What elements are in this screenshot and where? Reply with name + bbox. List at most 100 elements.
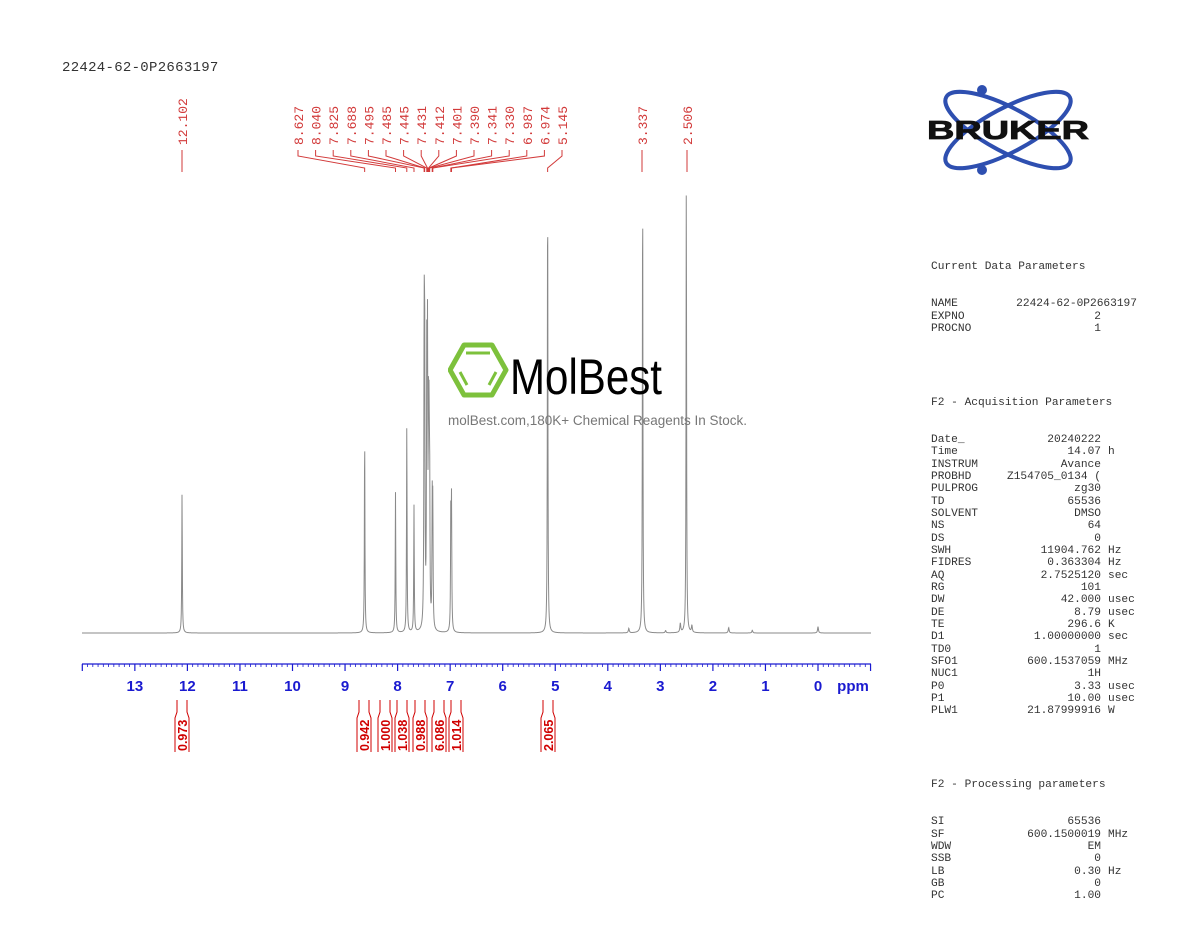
param-key: SSB [931, 853, 952, 866]
param-unit [1101, 668, 1108, 680]
axis-tick-label: 8 [393, 678, 401, 695]
param-row-nuc1: NUC1 1H [931, 668, 1144, 680]
spectrum-trace [82, 195, 871, 634]
param-unit: h [1108, 446, 1115, 459]
peak-label: 8.627 [292, 106, 307, 145]
param-key: TD0 [931, 643, 952, 656]
param-row-procno: PROCNO 1 [931, 323, 1144, 335]
peak-label: 7.431 [415, 106, 430, 145]
svg-text:7.330: 7.330 [503, 106, 518, 145]
param-key: NS [931, 520, 945, 533]
svg-text:7.485: 7.485 [380, 106, 395, 145]
param-unit [1101, 520, 1108, 532]
param-row-pc: PC 1.00 [931, 890, 1144, 902]
param-unit: Hz [1108, 557, 1122, 570]
svg-text:5.145: 5.145 [556, 106, 571, 145]
param-row-pulprog: PULPROG zg30 [931, 483, 1144, 495]
param-key: TD [931, 495, 945, 508]
param-key: D1 [931, 631, 945, 644]
param-value: 1.00 [1074, 890, 1101, 903]
peak-label: 7.825 [327, 106, 342, 145]
acquisition-parameters: F2 - Acquisition Parameters Date_ 2024022… [931, 372, 1144, 718]
param-key: PROBHD [931, 470, 972, 483]
svg-text:12.102: 12.102 [176, 98, 191, 145]
param-value: 1 [1094, 323, 1101, 336]
param-row-probhd: PROBHD Z154705_0134 ( [931, 471, 1144, 483]
param-row-plw1: PLW1 21.87999916 W [931, 705, 1144, 717]
svg-text:7.390: 7.390 [468, 106, 483, 145]
svg-text:0.942: 0.942 [358, 720, 372, 751]
molbest-watermark: MolBest [447, 340, 748, 409]
svg-text:3.337: 3.337 [636, 106, 651, 145]
param-unit [1101, 471, 1108, 483]
param-unit [1101, 483, 1108, 495]
param-unit [1101, 644, 1108, 656]
peak-label: 5.145 [556, 106, 571, 145]
param-value: 1.00000000 [1033, 631, 1101, 644]
param-value: 2.7525120 [1040, 569, 1101, 582]
param-unit: sec [1108, 631, 1129, 644]
axis-tick-label: 0 [814, 678, 822, 695]
param-value: Z154705_0134 ( [1007, 470, 1101, 483]
param-row-p1: P1 10.00 usec [931, 693, 1144, 705]
integral-label: 1.038 [394, 700, 410, 752]
axis-tick-label: 1 [761, 678, 769, 695]
svg-text:2.506: 2.506 [681, 106, 696, 145]
param-row-fidres: FIDRES 0.363304 Hz [931, 557, 1144, 569]
benzene-ring-icon [447, 342, 509, 398]
param-key: LB [931, 865, 945, 878]
param-unit: usec [1108, 594, 1135, 607]
peak-label: 7.330 [503, 106, 518, 145]
peak-label: 6.987 [521, 106, 536, 145]
param-row-wdw: WDW EM [931, 841, 1144, 853]
peak-label: 7.401 [450, 106, 465, 145]
param-key: P1 [931, 693, 945, 706]
axis-tick-label: 3 [656, 678, 664, 695]
param-key: INSTRUM [931, 458, 978, 471]
param-row-lb: LB 0.30 Hz [931, 866, 1144, 878]
param-unit [1101, 841, 1108, 853]
atom-orbit-icon [943, 85, 1073, 175]
param-unit: K [1108, 619, 1115, 631]
param-key: PULPROG [931, 483, 978, 496]
integrals: 0.973 0.942 1.000 1.038 0.988 6.086 1.014 2.065 [174, 700, 556, 752]
param-row-td: TD 65536 [931, 496, 1144, 508]
molbest-brand: MolBest [510, 349, 662, 404]
svg-text:6.086: 6.086 [433, 720, 447, 751]
processing-parameters: F2 - Processing parameters SI 65536 SF 600.… [931, 754, 1144, 902]
integral-label: 1.014 [448, 700, 464, 752]
section-title: F2 - Acquisition Parameters [931, 396, 1113, 409]
svg-text:1.000: 1.000 [379, 720, 393, 751]
axis-tick-label: 10 [284, 678, 301, 695]
param-value: 10.00 [1067, 693, 1101, 706]
param-value: 0 [1094, 853, 1101, 866]
param-unit: Hz [1108, 544, 1122, 557]
param-row-p0: P0 3.33 usec [931, 681, 1144, 693]
param-row-name: NAME 22424-62-0P2663197 [931, 298, 1144, 310]
sample-name: 22424-62-0P2663197 [62, 60, 219, 76]
param-key: SI [931, 816, 945, 829]
axis-tick-label: 11 [232, 678, 248, 695]
svg-text:1.038: 1.038 [396, 720, 410, 751]
peak-label: 7.341 [486, 106, 501, 145]
axis-unit-label: ppm [837, 678, 869, 695]
param-row-swh: SWH 11904.762 Hz [931, 545, 1144, 557]
svg-text:2.065: 2.065 [542, 720, 556, 751]
param-unit [1101, 496, 1108, 508]
param-unit [1101, 323, 1108, 335]
param-unit [1101, 311, 1108, 323]
param-key: WDW [931, 840, 952, 853]
peak-label: 7.445 [398, 106, 413, 145]
param-key: SFO1 [931, 656, 958, 669]
param-unit [1137, 298, 1144, 310]
svg-text:7.445: 7.445 [398, 106, 413, 145]
param-key: DE [931, 606, 945, 619]
bruker-logo: BRUKER [922, 84, 1094, 176]
param-value: 600.1537059 [1027, 656, 1101, 669]
integral-label: 2.065 [540, 700, 556, 752]
svg-text:7.495: 7.495 [362, 106, 377, 145]
param-value: 42.000 [1060, 594, 1101, 607]
axis-tick-label: 6 [499, 678, 507, 695]
param-key: PC [931, 890, 945, 903]
param-value: 101 [1080, 581, 1101, 594]
